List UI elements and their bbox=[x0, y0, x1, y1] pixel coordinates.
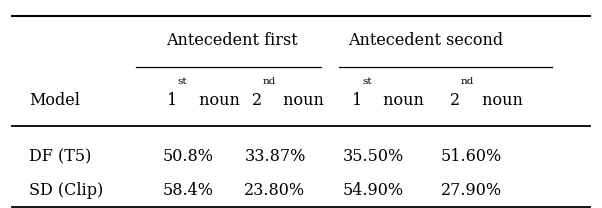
Text: st: st bbox=[362, 77, 372, 86]
Text: 27.90%: 27.90% bbox=[441, 182, 502, 199]
Text: 23.80%: 23.80% bbox=[244, 182, 306, 199]
Text: 58.4%: 58.4% bbox=[163, 182, 214, 199]
Text: nd: nd bbox=[461, 77, 474, 86]
Text: SD (Clip): SD (Clip) bbox=[29, 182, 104, 199]
Text: nd: nd bbox=[262, 77, 276, 86]
Text: Antecedent second: Antecedent second bbox=[348, 32, 503, 49]
Text: 35.50%: 35.50% bbox=[343, 148, 404, 165]
Text: Model: Model bbox=[29, 92, 81, 109]
Text: 2: 2 bbox=[450, 92, 460, 109]
Text: DF (T5): DF (T5) bbox=[29, 148, 92, 165]
Text: st: st bbox=[178, 77, 187, 86]
Text: Antecedent first: Antecedent first bbox=[166, 32, 297, 49]
Text: 1: 1 bbox=[352, 92, 362, 109]
Text: 2: 2 bbox=[252, 92, 262, 109]
Text: noun: noun bbox=[279, 92, 324, 109]
Text: noun: noun bbox=[477, 92, 523, 109]
Text: 33.87%: 33.87% bbox=[244, 148, 306, 165]
Text: 54.90%: 54.90% bbox=[343, 182, 404, 199]
Text: 50.8%: 50.8% bbox=[163, 148, 214, 165]
Text: noun: noun bbox=[193, 92, 240, 109]
Text: noun: noun bbox=[379, 92, 424, 109]
Text: 51.60%: 51.60% bbox=[441, 148, 502, 165]
Text: 1: 1 bbox=[167, 92, 177, 109]
